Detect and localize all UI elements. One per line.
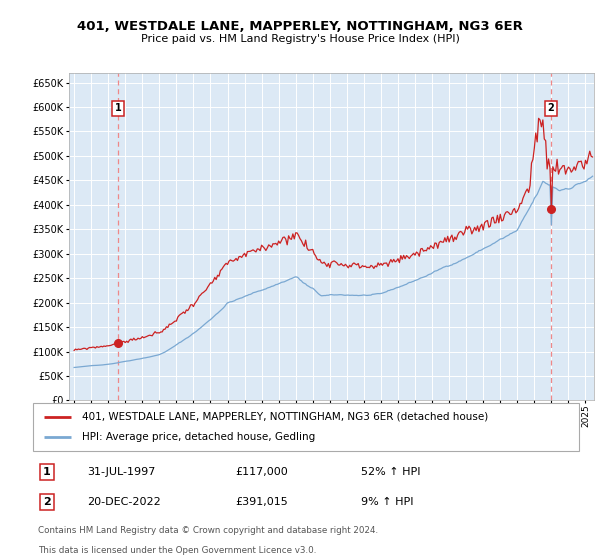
- Text: 401, WESTDALE LANE, MAPPERLEY, NOTTINGHAM, NG3 6ER: 401, WESTDALE LANE, MAPPERLEY, NOTTINGHA…: [77, 20, 523, 32]
- Text: 31-JUL-1997: 31-JUL-1997: [88, 466, 156, 477]
- Text: £117,000: £117,000: [235, 466, 288, 477]
- Text: 2: 2: [43, 497, 50, 507]
- Text: 52% ↑ HPI: 52% ↑ HPI: [361, 466, 420, 477]
- Text: £391,015: £391,015: [235, 497, 288, 507]
- Text: 20-DEC-2022: 20-DEC-2022: [88, 497, 161, 507]
- Text: 401, WESTDALE LANE, MAPPERLEY, NOTTINGHAM, NG3 6ER (detached house): 401, WESTDALE LANE, MAPPERLEY, NOTTINGHA…: [82, 412, 488, 422]
- Text: 2: 2: [547, 104, 554, 114]
- Text: Price paid vs. HM Land Registry's House Price Index (HPI): Price paid vs. HM Land Registry's House …: [140, 34, 460, 44]
- Text: This data is licensed under the Open Government Licence v3.0.: This data is licensed under the Open Gov…: [38, 545, 317, 555]
- Text: HPI: Average price, detached house, Gedling: HPI: Average price, detached house, Gedl…: [82, 432, 316, 442]
- Text: 9% ↑ HPI: 9% ↑ HPI: [361, 497, 413, 507]
- Text: 1: 1: [43, 466, 50, 477]
- FancyBboxPatch shape: [33, 403, 579, 451]
- Text: 1: 1: [115, 104, 121, 114]
- Text: Contains HM Land Registry data © Crown copyright and database right 2024.: Contains HM Land Registry data © Crown c…: [38, 526, 379, 535]
